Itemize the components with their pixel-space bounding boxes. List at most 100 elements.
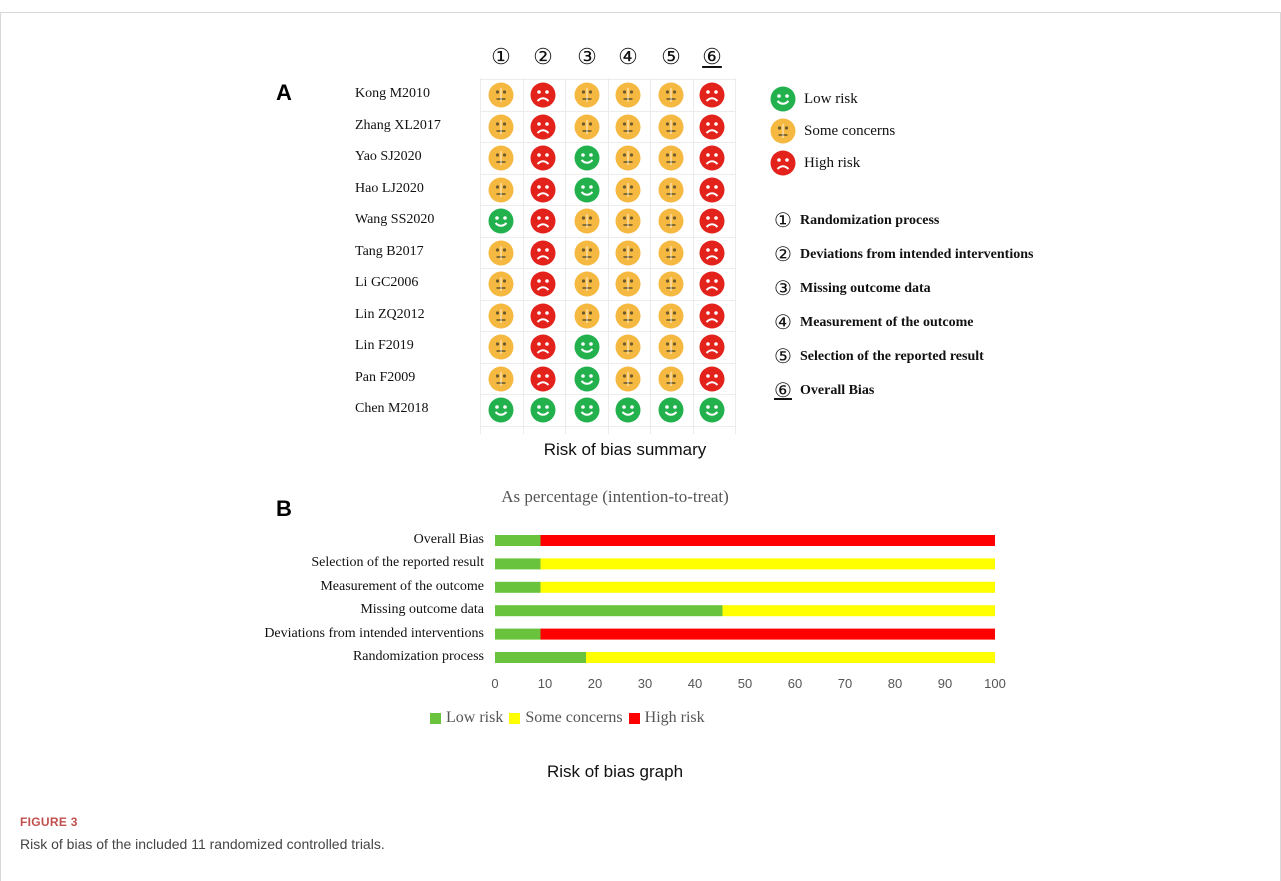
domain-key-item: ② Deviations from intended interventions — [772, 242, 1033, 267]
domain-number: ⑥ — [774, 380, 792, 402]
legend-label: Low risk — [804, 90, 858, 107]
legend-some-icon — [770, 118, 796, 144]
domain-label: Measurement of the outcome — [800, 314, 974, 330]
rating-some-icon — [488, 114, 514, 140]
legend-swatch — [430, 712, 441, 724]
legend-series-label: Some concerns — [525, 709, 623, 726]
rating-high-icon — [530, 82, 556, 108]
rating-high-icon — [530, 271, 556, 297]
graph-caption: Risk of bias graph — [546, 762, 684, 781]
study-label: Pan F2009 — [355, 369, 416, 385]
rating-some-icon — [615, 334, 641, 360]
rating-some-icon — [615, 271, 641, 297]
rating-some-icon — [658, 82, 684, 108]
rating-high-icon — [699, 82, 725, 108]
graph-title: As percentage (intention-to-treat) — [501, 487, 729, 506]
rating-some-icon — [488, 82, 514, 108]
rating-low-icon — [488, 397, 514, 423]
rating-low-icon — [699, 397, 725, 423]
domain-key-item: ⑥ Overall Bias — [772, 378, 874, 403]
rating-high-icon — [530, 366, 556, 392]
bar-category-label: Measurement of the outcome — [320, 578, 484, 594]
rating-some-icon — [658, 303, 684, 329]
rating-some-icon — [658, 334, 684, 360]
domain-key-item: ① Randomization process — [772, 208, 939, 233]
rating-high-icon — [699, 271, 725, 297]
rating-high-icon — [530, 334, 556, 360]
grid-line-vertical — [735, 78, 736, 434]
rating-high-icon — [530, 145, 556, 171]
grid-line-vertical — [607, 78, 609, 434]
rating-high-icon — [699, 334, 725, 360]
rating-high-icon — [530, 303, 556, 329]
bar-segment-high-risk — [540, 628, 995, 640]
rating-high-icon — [699, 240, 725, 266]
rating-low-icon — [574, 334, 600, 360]
x-tick-label: 40 — [687, 676, 703, 691]
study-label: Hao LJ2020 — [355, 180, 424, 196]
legend-series-label: High risk — [644, 709, 705, 726]
domain-label: Deviations from intended interventions — [800, 246, 1034, 262]
graph-legend-item: Some concerns — [509, 709, 623, 727]
bar-category-label: Missing outcome data — [360, 602, 484, 618]
domain-label: Overall Bias — [800, 382, 875, 398]
study-label: Li GC2006 — [355, 275, 419, 290]
study-label: Chen M2018 — [355, 401, 429, 416]
rating-high-icon — [699, 177, 725, 203]
rating-high-icon — [699, 145, 725, 171]
rating-some-icon — [574, 303, 600, 329]
rating-low-icon — [574, 145, 600, 171]
study-label: Lin ZQ2012 — [355, 306, 425, 322]
bar-segment-some-concerns — [586, 652, 995, 663]
domain-label: Missing outcome data — [800, 280, 931, 296]
rating-high-icon — [699, 208, 725, 234]
rating-some-icon — [615, 114, 641, 140]
rating-low-icon — [574, 366, 600, 392]
rating-low-icon — [658, 397, 684, 423]
bar-category-label: Overall Bias — [413, 532, 484, 547]
legend-low-icon — [770, 86, 796, 112]
graph-legend: Low risk Some concerns High risk — [430, 709, 711, 727]
rating-high-icon — [699, 366, 725, 392]
legend-label: Some concerns — [804, 122, 896, 139]
legend-swatch — [628, 712, 640, 724]
grid-line-horizontal — [480, 110, 735, 112]
rating-some-icon — [574, 208, 600, 234]
bar-segment-low-risk — [495, 652, 586, 663]
legend-item-low: Low risk — [770, 86, 858, 112]
legend-item-high: High risk — [770, 150, 860, 176]
bar-segment-some-concerns — [540, 558, 995, 570]
bar-segment-some-concerns — [722, 605, 995, 617]
rating-high-icon — [699, 114, 725, 140]
x-tick-label: 90 — [937, 676, 953, 691]
rating-some-icon — [488, 177, 514, 203]
rating-high-icon — [530, 240, 556, 266]
rating-some-icon — [488, 271, 514, 297]
figure-caption: Risk of bias of the included 11 randomiz… — [20, 836, 385, 852]
legend-swatch — [509, 712, 521, 724]
study-label: Yao SJ2020 — [355, 149, 422, 164]
study-label: Tang B2017 — [355, 243, 424, 259]
panel-b-letter: B — [276, 496, 292, 521]
grid-line-horizontal — [480, 142, 735, 143]
rating-some-icon — [615, 177, 641, 203]
grid-line-horizontal — [480, 205, 735, 206]
rating-low-icon — [574, 177, 600, 203]
panel-a-letter: A — [276, 80, 292, 105]
column-header-5: ⑤ — [661, 44, 681, 69]
rating-high-icon — [530, 114, 556, 140]
study-label: Zhang XL2017 — [355, 117, 441, 133]
rating-some-icon — [615, 82, 641, 108]
bar-category-label: Randomization process — [352, 649, 484, 664]
bar-segment-low-risk — [495, 581, 541, 593]
rating-high-icon — [530, 177, 556, 203]
domain-key-item: ⑤ Selection of the reported result — [772, 344, 984, 369]
grid-line-vertical — [480, 78, 481, 434]
legend-label: High risk — [804, 154, 861, 171]
graph-legend-item: Low risk — [430, 709, 503, 727]
grid-line-vertical — [565, 78, 566, 434]
x-tick-label: 0 — [491, 676, 499, 691]
bar-segment-low-risk — [495, 605, 723, 617]
grid-line-vertical — [522, 78, 524, 434]
